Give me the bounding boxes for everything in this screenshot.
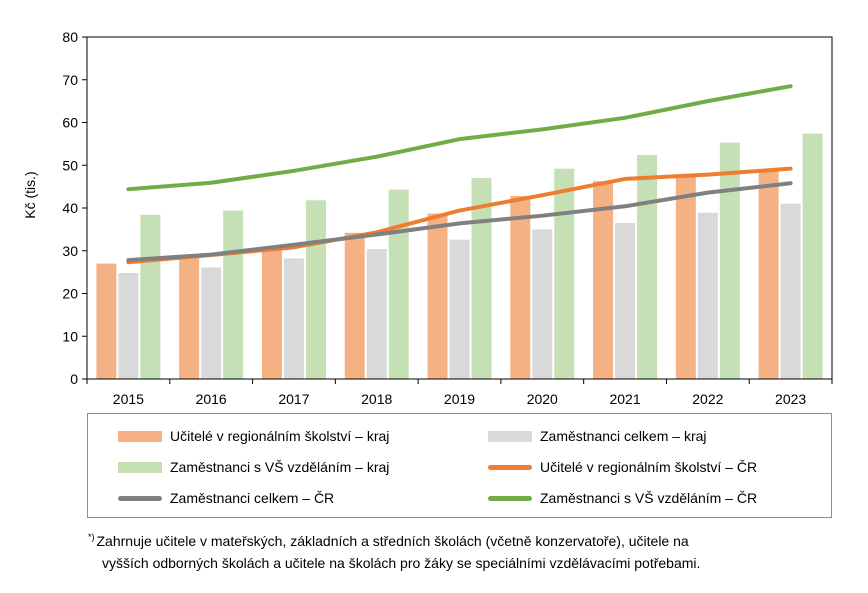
x-tick-label: 2016 bbox=[196, 391, 227, 407]
bar-2017-s1 bbox=[283, 258, 304, 379]
bar-2019-s0 bbox=[427, 213, 448, 379]
bar-2018-s1 bbox=[366, 249, 387, 379]
legend-item-employees-region: Zaměstnanci celkem – kraj bbox=[488, 426, 707, 446]
bar-2015-s2 bbox=[140, 214, 161, 379]
bar-2023-s1 bbox=[780, 203, 801, 379]
y-tick-label: 50 bbox=[62, 157, 78, 173]
bar-2021-s0 bbox=[593, 181, 614, 379]
y-tick-label: 0 bbox=[70, 371, 78, 387]
footnote-marker: *) bbox=[88, 532, 95, 542]
footnote-line-1: Zahrnuje učitele v mateřských, základníc… bbox=[96, 533, 689, 549]
y-axis-label: Kč (tis.) bbox=[22, 171, 38, 218]
legend-label: Zaměstnanci celkem – ČR bbox=[170, 490, 335, 506]
y-tick-label: 60 bbox=[62, 115, 78, 131]
x-tick-label: 2020 bbox=[527, 391, 558, 407]
bar-2015-s1 bbox=[118, 272, 139, 379]
bar-2020-s1 bbox=[532, 229, 553, 379]
legend-swatch bbox=[488, 430, 532, 442]
bar-2020-s2 bbox=[554, 168, 575, 379]
y-tick-label: 40 bbox=[62, 200, 78, 216]
bar-2019-s2 bbox=[471, 178, 492, 379]
legend-swatch bbox=[118, 430, 162, 442]
x-tick-label: 2018 bbox=[361, 391, 392, 407]
legend-item-teachers-cr: Učitelé v regionálním školství – ČR bbox=[488, 457, 757, 477]
y-tick-label: 20 bbox=[62, 286, 78, 302]
x-tick-label: 2015 bbox=[113, 391, 144, 407]
bar-2023-s0 bbox=[758, 169, 779, 379]
x-tick-label: 2021 bbox=[609, 391, 640, 407]
legend-label: Učitelé v regionálním školství – ČR bbox=[540, 459, 758, 475]
x-tick-label: 2017 bbox=[278, 391, 309, 407]
bar-2017-s0 bbox=[261, 248, 282, 379]
x-tick-label: 2022 bbox=[692, 391, 723, 407]
plot-frame bbox=[86, 36, 833, 380]
bar-2023-s2 bbox=[802, 133, 823, 379]
bars bbox=[96, 133, 823, 379]
legend-swatch bbox=[118, 495, 162, 501]
legend-item-university-cr: Zaměstnanci s VŠ vzděláním – ČR bbox=[488, 488, 757, 508]
bar-2021-s2 bbox=[637, 154, 658, 379]
legend-swatch bbox=[488, 495, 532, 501]
x-tick-label: 2023 bbox=[775, 391, 806, 407]
footnote: *) Zahrnuje učitele v mateřských, základn… bbox=[88, 526, 848, 574]
bar-2018-s0 bbox=[344, 232, 365, 379]
footnote-line-2: vyšších odborných školách a učitele na š… bbox=[102, 555, 701, 571]
legend-label: Učitelé v regionálním školství – kraj bbox=[170, 428, 390, 444]
legend-swatch bbox=[488, 464, 532, 470]
bar-2015-s0 bbox=[96, 263, 117, 379]
bar-2016-s2 bbox=[223, 210, 244, 379]
bar-2022-s1 bbox=[697, 212, 718, 379]
bar-2019-s1 bbox=[449, 239, 470, 379]
legend-item-teachers-region: Učitelé v regionálním školství – kraj bbox=[118, 426, 389, 446]
legend-label: Zaměstnanci celkem – kraj bbox=[540, 428, 707, 444]
legend-item-university-region: Zaměstnanci s VŠ vzděláním – kraj bbox=[118, 457, 389, 477]
bar-2021-s1 bbox=[615, 222, 636, 379]
bar-2016-s0 bbox=[179, 256, 200, 379]
legend: Učitelé v regionálním školství – kraj Za… bbox=[87, 413, 832, 518]
bar-2020-s0 bbox=[510, 196, 531, 379]
bar-2022-s0 bbox=[675, 175, 696, 379]
line-series-1 bbox=[126, 181, 793, 263]
legend-item-employees-cr: Zaměstnanci celkem – ČR bbox=[118, 488, 334, 508]
y-tick-label: 70 bbox=[62, 72, 78, 88]
legend-swatch bbox=[118, 461, 162, 473]
y-tick-label: 10 bbox=[62, 328, 78, 344]
bar-2018-s2 bbox=[388, 189, 409, 379]
bar-2017-s2 bbox=[305, 200, 326, 379]
legend-label: Zaměstnanci s VŠ vzděláním – ČR bbox=[540, 490, 758, 506]
axes: 0 10 20 30 40 50 60 70 80 2015 2016 2017 2018 2019 202… bbox=[62, 29, 833, 407]
bar-2022-s2 bbox=[719, 142, 740, 379]
trend-lines bbox=[126, 84, 793, 265]
line-series-2 bbox=[126, 84, 793, 192]
legend-label: Zaměstnanci s VŠ vzděláním – kraj bbox=[170, 459, 390, 475]
x-tick-label: 2019 bbox=[444, 391, 475, 407]
y-tick-label: 30 bbox=[62, 243, 78, 259]
y-tick-label: 80 bbox=[62, 29, 78, 45]
bar-2016-s1 bbox=[201, 267, 222, 379]
chart: 0 10 20 30 40 50 60 70 80 2015 2016 2017 2018 2019 202… bbox=[22, 29, 833, 407]
